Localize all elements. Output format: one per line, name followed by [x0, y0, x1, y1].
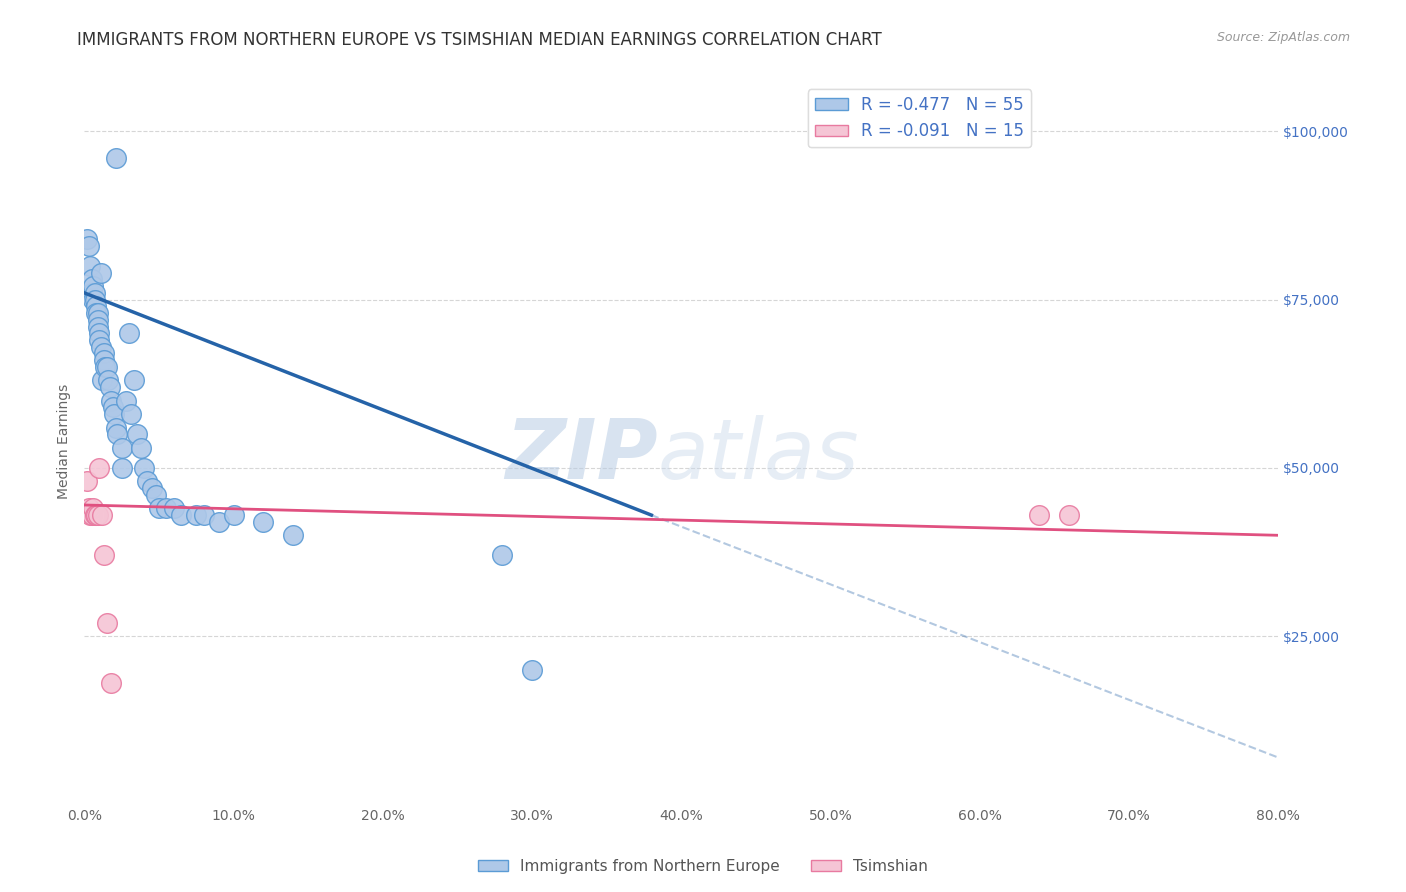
Point — [163, 501, 186, 516]
Text: atlas: atlas — [658, 415, 859, 496]
Point — [186, 508, 208, 522]
Point — [93, 549, 115, 563]
Text: ZIP: ZIP — [505, 415, 658, 496]
Point — [193, 508, 215, 522]
Point — [208, 515, 231, 529]
Legend: Immigrants from Northern Europe, Tsimshian: Immigrants from Northern Europe, Tsimshi… — [471, 853, 935, 880]
Point — [122, 373, 145, 387]
Point — [252, 515, 274, 529]
Point — [83, 293, 105, 307]
Point — [86, 306, 108, 320]
Point — [91, 508, 114, 522]
Point — [97, 373, 120, 387]
Point — [1028, 508, 1050, 522]
Point — [105, 427, 128, 442]
Point — [1057, 508, 1080, 522]
Point — [148, 501, 170, 516]
Point — [77, 501, 100, 516]
Point — [96, 615, 118, 630]
Point — [90, 266, 112, 280]
Text: Source: ZipAtlas.com: Source: ZipAtlas.com — [1216, 31, 1350, 45]
Point — [101, 401, 124, 415]
Point — [520, 663, 543, 677]
Point — [82, 501, 104, 516]
Point — [80, 508, 103, 522]
Point — [145, 488, 167, 502]
Point — [96, 359, 118, 374]
Point — [76, 475, 98, 489]
Point — [86, 299, 108, 313]
Point — [83, 508, 105, 522]
Point — [115, 393, 138, 408]
Point — [80, 272, 103, 286]
Point — [83, 285, 105, 300]
Point — [87, 306, 110, 320]
Point — [82, 293, 104, 307]
Point — [222, 508, 245, 522]
Point — [141, 481, 163, 495]
Point — [104, 420, 127, 434]
Point — [82, 279, 104, 293]
Text: IMMIGRANTS FROM NORTHERN EUROPE VS TSIMSHIAN MEDIAN EARNINGS CORRELATION CHART: IMMIGRANTS FROM NORTHERN EUROPE VS TSIMS… — [77, 31, 882, 49]
Point — [129, 441, 152, 455]
Point — [90, 340, 112, 354]
Point — [87, 313, 110, 327]
Point — [76, 232, 98, 246]
Point — [89, 461, 111, 475]
Point — [86, 508, 108, 522]
Point — [79, 508, 101, 522]
Point — [100, 393, 122, 408]
Point — [79, 259, 101, 273]
Point — [94, 359, 117, 374]
Point — [118, 326, 141, 341]
Point — [155, 501, 177, 516]
Point — [77, 239, 100, 253]
Point — [93, 346, 115, 360]
Point — [120, 407, 142, 421]
Point — [111, 461, 134, 475]
Point — [87, 319, 110, 334]
Point — [103, 407, 125, 421]
Point — [91, 373, 114, 387]
Point — [111, 441, 134, 455]
Y-axis label: Median Earnings: Median Earnings — [58, 384, 72, 499]
Point — [100, 676, 122, 690]
Point — [80, 285, 103, 300]
Point — [132, 461, 155, 475]
Legend: R = -0.477   N = 55, R = -0.091   N = 15: R = -0.477 N = 55, R = -0.091 N = 15 — [808, 89, 1031, 147]
Point — [104, 151, 127, 165]
Point — [89, 333, 111, 347]
Point — [136, 475, 159, 489]
Point — [283, 528, 305, 542]
Point — [491, 549, 513, 563]
Point — [87, 508, 110, 522]
Point — [98, 380, 121, 394]
Point — [93, 353, 115, 368]
Point — [125, 427, 148, 442]
Point — [89, 326, 111, 341]
Point — [170, 508, 193, 522]
